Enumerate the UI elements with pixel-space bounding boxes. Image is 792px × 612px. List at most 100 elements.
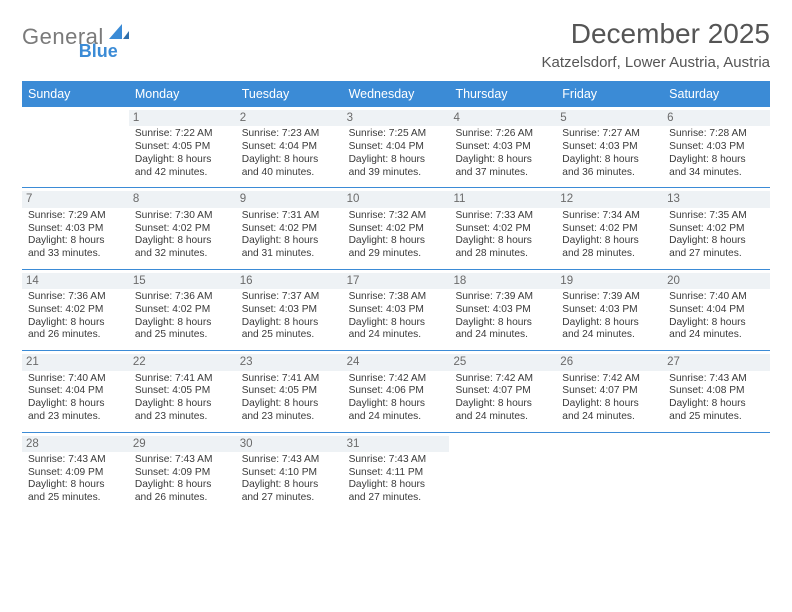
calendar-cell: 14Sunrise: 7:36 AMSunset: 4:02 PMDayligh… (22, 270, 129, 350)
daylight-text: Daylight: 8 hours and 27 minutes. (242, 479, 337, 505)
calendar-cell: 23Sunrise: 7:41 AMSunset: 4:05 PMDayligh… (236, 351, 343, 431)
sunrise-text: Sunrise: 7:26 AM (455, 128, 550, 141)
sunrise-text: Sunrise: 7:23 AM (242, 128, 337, 141)
daylight-text: Daylight: 8 hours and 40 minutes. (242, 154, 337, 180)
sunset-text: Sunset: 4:03 PM (562, 304, 657, 317)
sunrise-text: Sunrise: 7:43 AM (242, 454, 337, 467)
day-number: 14 (22, 273, 129, 289)
sunset-text: Sunset: 4:05 PM (135, 141, 230, 154)
location-text: Katzelsdorf, Lower Austria, Austria (542, 54, 770, 71)
sunrise-text: Sunrise: 7:42 AM (349, 373, 444, 386)
sunset-text: Sunset: 4:08 PM (669, 385, 764, 398)
sunrise-text: Sunrise: 7:43 AM (135, 454, 230, 467)
daylight-text: Daylight: 8 hours and 24 minutes. (562, 317, 657, 343)
brand-word-2: Blue (79, 40, 118, 62)
daylight-text: Daylight: 8 hours and 23 minutes. (28, 398, 123, 424)
weekday-header: Sunday (22, 81, 129, 107)
calendar-grid: 1Sunrise: 7:22 AMSunset: 4:05 PMDaylight… (22, 107, 770, 513)
sunrise-text: Sunrise: 7:22 AM (135, 128, 230, 141)
sunset-text: Sunset: 4:05 PM (242, 385, 337, 398)
daylight-text: Daylight: 8 hours and 24 minutes. (349, 317, 444, 343)
sunset-text: Sunset: 4:04 PM (349, 141, 444, 154)
day-number: 21 (22, 354, 129, 370)
sunrise-text: Sunrise: 7:41 AM (135, 373, 230, 386)
calendar-cell: 19 Sunrise: 7:39 AMSunset: 4:03 PMDayligh… (556, 270, 663, 350)
calendar-week: 28Sunrise: 7:43 AMSunset: 4:09 PMDayligh… (22, 433, 770, 513)
day-number: 4 (449, 110, 556, 126)
day-number: 18 (449, 273, 556, 289)
calendar-cell: 3Sunrise: 7:25 AMSunset: 4:04 PMDaylight… (343, 107, 450, 187)
day-number: 23 (236, 354, 343, 370)
calendar-cell: 29Sunrise: 7:43 AMSunset: 4:09 PMDayligh… (129, 433, 236, 513)
day-number: 29 (129, 436, 236, 452)
weekday-header: Wednesday (343, 81, 450, 107)
page-header: General Blue December 2025 Katzelsdorf, … (22, 18, 770, 71)
sunrise-text: Sunrise: 7:36 AM (28, 291, 123, 304)
sunset-text: Sunset: 4:10 PM (242, 467, 337, 480)
day-number: 5 (556, 110, 663, 126)
daylight-text: Daylight: 8 hours and 31 minutes. (242, 235, 337, 261)
sunset-text: Sunset: 4:07 PM (455, 385, 550, 398)
day-number: 19 (556, 273, 663, 289)
daylight-text: Daylight: 8 hours and 25 minutes. (242, 317, 337, 343)
sunrise-text: Sunrise: 7:42 AM (562, 373, 657, 386)
calendar-cell: 25Sunrise: 7:42 AMSunset: 4:07 PMDayligh… (449, 351, 556, 431)
day-number: 1 (129, 110, 236, 126)
daylight-text: Daylight: 8 hours and 32 minutes. (135, 235, 230, 261)
day-number: 15 (129, 273, 236, 289)
sunrise-text: Sunrise: 7:40 AM (669, 291, 764, 304)
sunset-text: Sunset: 4:03 PM (455, 141, 550, 154)
calendar-cell: 22Sunrise: 7:41 AMSunset: 4:05 PMDayligh… (129, 351, 236, 431)
calendar-week: 14Sunrise: 7:36 AMSunset: 4:02 PMDayligh… (22, 270, 770, 351)
sunset-text: Sunset: 4:06 PM (349, 385, 444, 398)
weekday-header: Saturday (663, 81, 770, 107)
calendar-cell: 30Sunrise: 7:43 AMSunset: 4:10 PMDayligh… (236, 433, 343, 513)
sunrise-text: Sunrise: 7:39 AM (562, 291, 657, 304)
calendar-cell: 8Sunrise: 7:30 AMSunset: 4:02 PMDaylight… (129, 188, 236, 268)
day-number: 10 (343, 191, 450, 207)
day-number: 16 (236, 273, 343, 289)
sunrise-text: Sunrise: 7:35 AM (669, 210, 764, 223)
sunrise-text: Sunrise: 7:29 AM (28, 210, 123, 223)
title-block: December 2025 Katzelsdorf, Lower Austria… (542, 18, 770, 71)
sunset-text: Sunset: 4:03 PM (242, 304, 337, 317)
daylight-text: Daylight: 8 hours and 24 minutes. (455, 317, 550, 343)
sunrise-text: Sunrise: 7:38 AM (349, 291, 444, 304)
day-number: 8 (129, 191, 236, 207)
calendar-cell: 5Sunrise: 7:27 AMSunset: 4:03 PMDaylight… (556, 107, 663, 187)
sunrise-text: Sunrise: 7:25 AM (349, 128, 444, 141)
daylight-text: Daylight: 8 hours and 36 minutes. (562, 154, 657, 180)
calendar-cell: 10Sunrise: 7:32 AMSunset: 4:02 PMDayligh… (343, 188, 450, 268)
sunrise-text: Sunrise: 7:28 AM (669, 128, 764, 141)
daylight-text: Daylight: 8 hours and 24 minutes. (669, 317, 764, 343)
daylight-text: Daylight: 8 hours and 26 minutes. (135, 479, 230, 505)
calendar-cell: 7Sunrise: 7:29 AMSunset: 4:03 PMDaylight… (22, 188, 129, 268)
day-number: 13 (663, 191, 770, 207)
daylight-text: Daylight: 8 hours and 25 minutes. (28, 479, 123, 505)
calendar-cell: 21Sunrise: 7:40 AMSunset: 4:04 PMDayligh… (22, 351, 129, 431)
day-number: 12 (556, 191, 663, 207)
day-number: 24 (343, 354, 450, 370)
sunrise-text: Sunrise: 7:36 AM (135, 291, 230, 304)
sunset-text: Sunset: 4:04 PM (28, 385, 123, 398)
daylight-text: Daylight: 8 hours and 25 minutes. (669, 398, 764, 424)
weekday-header: Tuesday (236, 81, 343, 107)
sunset-text: Sunset: 4:02 PM (28, 304, 123, 317)
day-number: 27 (663, 354, 770, 370)
sunset-text: Sunset: 4:03 PM (669, 141, 764, 154)
month-title: December 2025 (542, 18, 770, 50)
sunrise-text: Sunrise: 7:33 AM (455, 210, 550, 223)
calendar-cell: 26Sunrise: 7:42 AMSunset: 4:07 PMDayligh… (556, 351, 663, 431)
sunrise-text: Sunrise: 7:42 AM (455, 373, 550, 386)
calendar-cell: 31Sunrise: 7:43 AMSunset: 4:11 PMDayligh… (343, 433, 450, 513)
calendar-cell: 11Sunrise: 7:33 AMSunset: 4:02 PMDayligh… (449, 188, 556, 268)
daylight-text: Daylight: 8 hours and 37 minutes. (455, 154, 550, 180)
day-number: 22 (129, 354, 236, 370)
sunrise-text: Sunrise: 7:41 AM (242, 373, 337, 386)
sunset-text: Sunset: 4:02 PM (135, 223, 230, 236)
daylight-text: Daylight: 8 hours and 29 minutes. (349, 235, 444, 261)
daylight-text: Daylight: 8 hours and 28 minutes. (562, 235, 657, 261)
day-number: 7 (22, 191, 129, 207)
daylight-text: Daylight: 8 hours and 25 minutes. (135, 317, 230, 343)
sunset-text: Sunset: 4:02 PM (669, 223, 764, 236)
